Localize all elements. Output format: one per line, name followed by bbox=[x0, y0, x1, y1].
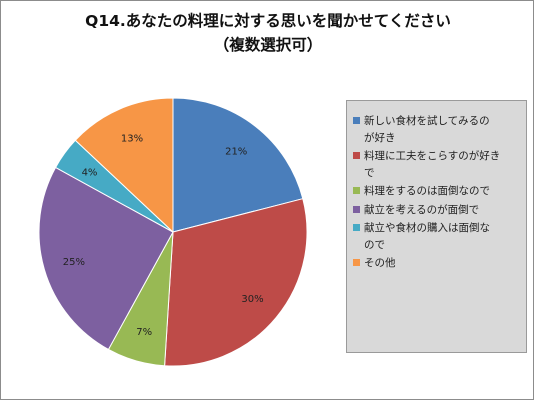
legend-swatch bbox=[353, 259, 360, 266]
legend-item: その他 bbox=[353, 255, 522, 272]
legend-label: 献立や食材の購入は面倒な ので bbox=[364, 222, 490, 251]
legend-swatch bbox=[353, 152, 360, 159]
legend-swatch bbox=[353, 187, 360, 194]
pie-slice bbox=[74, 97, 174, 234]
legend-item: 新しい食材を試してみるの が好き bbox=[353, 113, 522, 146]
pie-slice bbox=[164, 198, 308, 367]
legend-item: 料理に工夫をこらすのが好きで bbox=[353, 148, 522, 181]
legend-label: その他 bbox=[364, 257, 396, 269]
legend-label: 献立を考えるのが面倒で bbox=[364, 203, 480, 216]
data-label: 7% bbox=[136, 327, 152, 338]
data-label: 13% bbox=[121, 133, 143, 144]
legend-swatch bbox=[353, 205, 360, 213]
pie-slice bbox=[38, 166, 174, 351]
pie-slice bbox=[172, 97, 304, 233]
data-label: 4% bbox=[82, 167, 98, 178]
data-label: 21% bbox=[225, 147, 247, 158]
data-label: 25% bbox=[63, 257, 85, 268]
legend-item: 献立や食材の購入は面倒な ので bbox=[353, 220, 522, 253]
legend-label: 新しい食材を試してみるの が好き bbox=[364, 115, 490, 144]
legend-item: 献立を考えるのが面倒で bbox=[353, 202, 522, 219]
legend-item: 料理をするのは面倒なので bbox=[353, 183, 522, 200]
data-label: 30% bbox=[241, 294, 263, 305]
legend-label: 料理に工夫をこらすのが好きで bbox=[364, 150, 501, 179]
chart-subtitle: （複数選択可） bbox=[213, 36, 323, 54]
chart-title: Q14.あなたの料理に対する思いを聞かせてください bbox=[85, 12, 451, 30]
legend-label: 料理をするのは面倒なので bbox=[364, 185, 490, 197]
legend-swatch bbox=[353, 224, 360, 231]
legend-swatch bbox=[353, 117, 360, 124]
legend: 新しい食材を試してみるの が好き 料理に工夫をこらすのが好きで料理をするのは面倒なの… bbox=[346, 100, 527, 353]
